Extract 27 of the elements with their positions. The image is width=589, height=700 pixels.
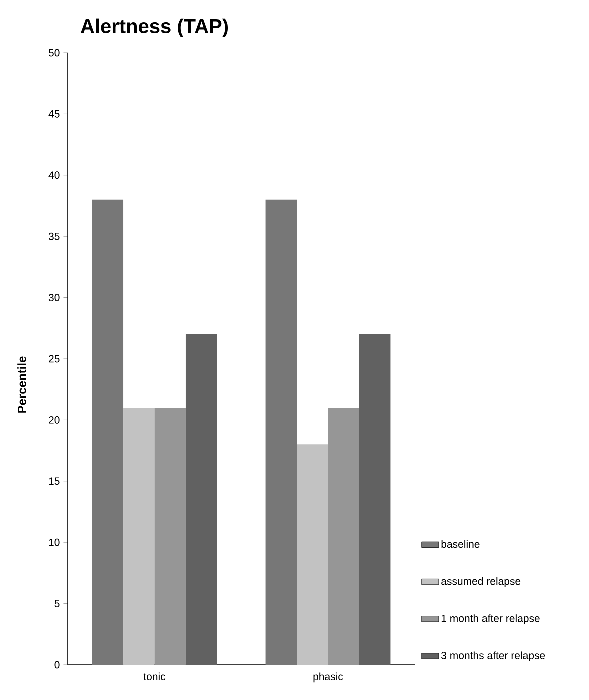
- bar: [328, 408, 360, 665]
- y-tick-label: 20: [49, 416, 60, 424]
- legend-label: baseline: [442, 540, 480, 548]
- legend-label: 1 month after relapse: [442, 614, 540, 624]
- y-axis-title: Percentile: [18, 356, 26, 413]
- bar: [266, 200, 298, 665]
- bar: [297, 444, 328, 665]
- y-tick-label: 35: [48, 232, 60, 240]
- y-tick-label: 45: [48, 110, 60, 118]
- bar: [154, 408, 186, 665]
- bar: [359, 334, 391, 665]
- y-tick-label: 10: [49, 538, 60, 546]
- legend-label: assumed relapse: [442, 577, 521, 588]
- y-tick-label: 5: [54, 600, 60, 608]
- y-tick-label: 30: [48, 294, 60, 302]
- x-tick-label: phasic: [314, 672, 344, 683]
- bar: [92, 200, 124, 665]
- y-tick-label: 25: [49, 355, 60, 363]
- y-tick-label: 40: [48, 172, 60, 180]
- y-tick-label: 50: [48, 49, 60, 57]
- legend-label: 3 months after relapse: [442, 652, 546, 662]
- chart-title: Alertness (TAP): [80, 18, 228, 38]
- y-tick-label: 0: [54, 661, 60, 669]
- bar: [186, 334, 218, 665]
- y-tick-label: 15: [49, 478, 60, 486]
- bar: [124, 408, 155, 665]
- x-tick-label: tonic: [144, 672, 166, 681]
